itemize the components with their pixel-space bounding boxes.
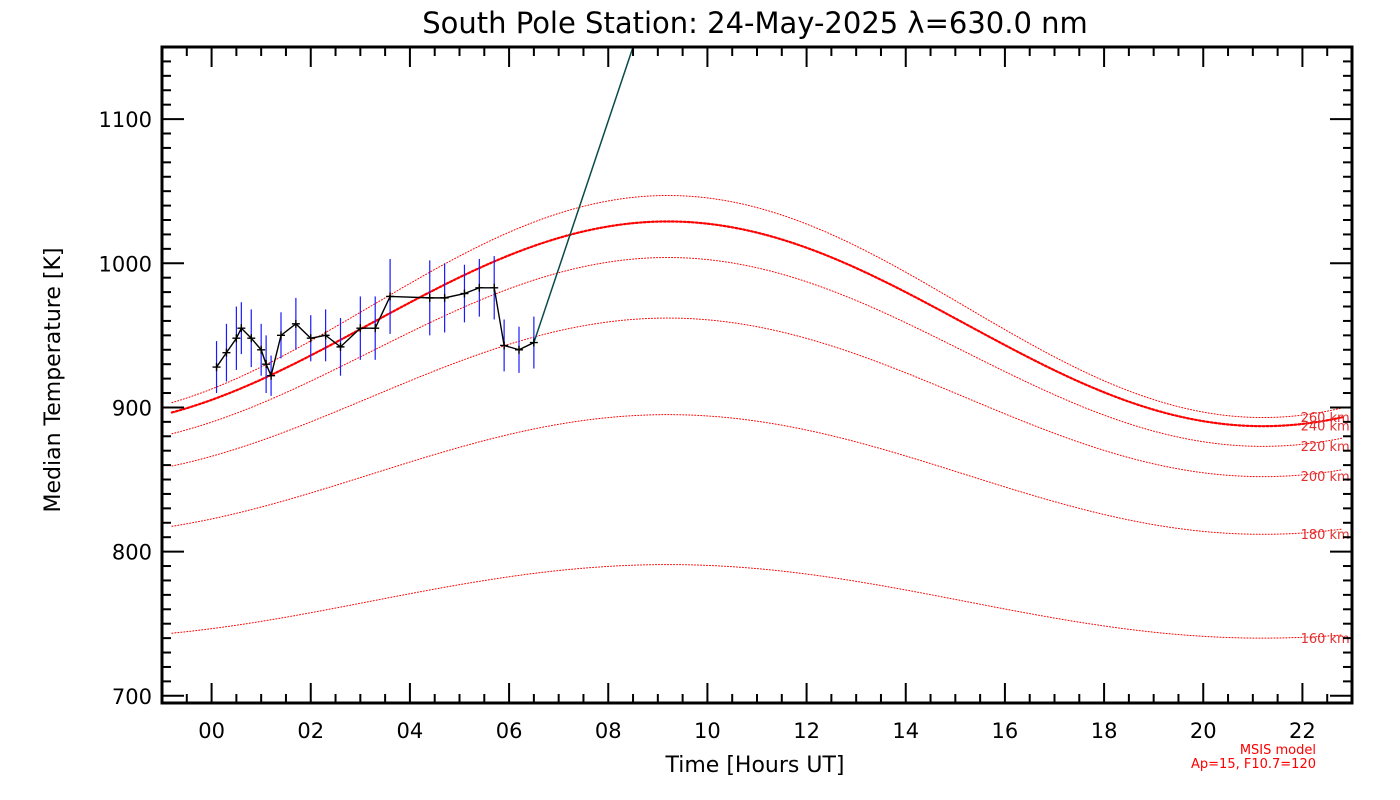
x-tick-label: 12 (793, 719, 820, 743)
measurement-point (371, 324, 380, 333)
altitude-label-220-km: 220 km (1301, 440, 1350, 455)
msis-curve-180-km (171, 414, 1343, 535)
y-tick-label: 1100 (99, 108, 152, 132)
altitude-label-180-km: 180 km (1301, 528, 1350, 543)
x-tick-label: 18 (1091, 719, 1118, 743)
measurement-point (336, 342, 345, 351)
measurement-point (356, 324, 365, 333)
x-tick-label: 00 (198, 719, 225, 743)
measurement-point (460, 289, 469, 298)
measurement-point (257, 345, 266, 354)
altitude-label-260-km: 260 km (1301, 411, 1350, 426)
y-tick-label: 700 (112, 685, 152, 709)
x-tick-label: 22 (1289, 719, 1316, 743)
msis-curve-220-km (171, 256, 1343, 447)
measurement-point (267, 371, 276, 380)
measurement-point (490, 283, 499, 292)
x-tick-label: 20 (1190, 719, 1217, 743)
measurement-point (306, 334, 315, 343)
y-axis-label: Median Temperature [K] (41, 248, 66, 513)
x-tick-label: 04 (397, 719, 424, 743)
x-tick-label: 08 (595, 719, 622, 743)
altitude-label-240-km: 240 km (1301, 420, 1350, 435)
y-tick-label: 900 (112, 396, 152, 420)
measurement-point (237, 324, 246, 333)
measurement-point (247, 334, 256, 343)
measurement-point (475, 283, 484, 292)
msis-model-note: MSIS model (1240, 743, 1316, 758)
measurement-point (262, 360, 271, 369)
msis-curve-200-km (171, 317, 1343, 478)
measurement-point (440, 293, 449, 302)
measurement-point (515, 345, 523, 354)
measurement-point (277, 331, 285, 340)
measurement-point (232, 334, 241, 343)
msis-curve-240-km (170, 220, 1344, 428)
measurement-point (529, 338, 538, 347)
x-axis-label: Time [Hours UT] (665, 753, 845, 778)
msis-params-note: Ap=15, F10.7=120 (1191, 757, 1316, 772)
measurement-point (212, 363, 221, 372)
measurement-point (222, 348, 231, 357)
measurement-point (321, 331, 330, 340)
altitude-label-160-km: 160 km (1301, 632, 1350, 647)
msis-curve-260-km (171, 194, 1343, 419)
x-tick-label: 06 (496, 719, 523, 743)
plot-clip-group (170, 47, 1344, 639)
x-tick-label: 14 (892, 719, 919, 743)
fit-line (533, 47, 634, 343)
x-tick-label: 16 (992, 719, 1019, 743)
y-tick-label: 1000 (99, 252, 152, 276)
measurement-point (386, 292, 395, 301)
msis-curve-160-km (171, 564, 1343, 639)
y-tick-label: 800 (112, 541, 152, 565)
measurement-point (500, 341, 509, 350)
chart-title: South Pole Station: 24-May-2025 λ=630.0 … (422, 6, 1088, 40)
measurement-point (291, 319, 300, 328)
x-tick-label: 02 (297, 719, 324, 743)
measurement-point (425, 293, 434, 302)
x-tick-label: 10 (694, 719, 721, 743)
altitude-label-200-km: 200 km (1301, 470, 1350, 485)
